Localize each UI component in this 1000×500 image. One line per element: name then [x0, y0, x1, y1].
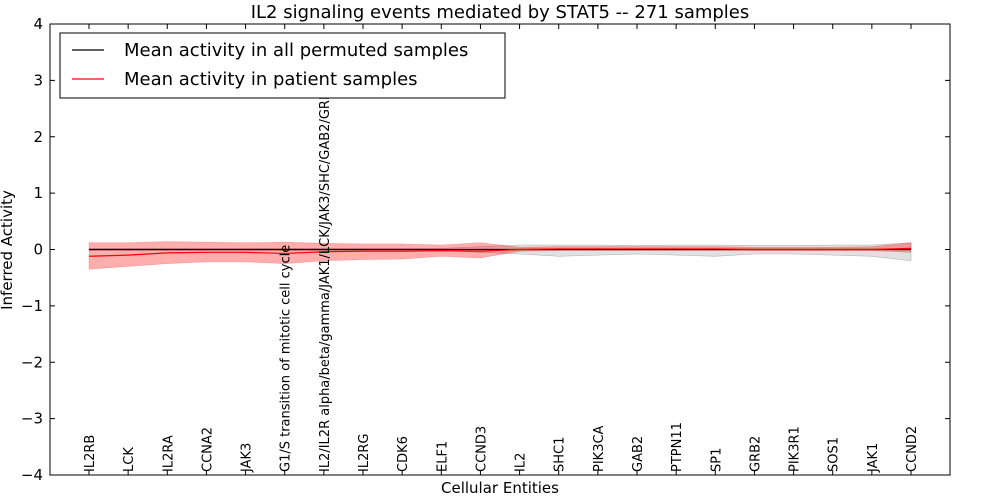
x-tick-label: LCK — [122, 447, 137, 472]
legend-label: Mean activity in patient samples — [124, 69, 418, 90]
x-tick-label: CCNA2 — [200, 427, 215, 472]
y-tick-label: 2 — [33, 128, 43, 146]
x-tick-label: CCND2 — [905, 426, 920, 472]
x-tick-label: JAK1 — [866, 443, 881, 473]
x-tick-label: ELF1 — [435, 441, 450, 472]
y-tick-label: 3 — [33, 71, 43, 89]
x-tick-label: JAK3 — [240, 443, 255, 473]
x-tick-label: SHC1 — [553, 437, 568, 472]
legend-label: Mean activity in all permuted samples — [124, 40, 468, 61]
legend: Mean activity in all permuted samples Mea… — [59, 32, 506, 99]
x-tick-label: GAB2 — [631, 436, 646, 472]
y-tick-label: 1 — [33, 184, 43, 202]
y-tick-label: 4 — [33, 15, 43, 33]
y-axis-label: Inferred Activity — [0, 190, 16, 310]
y-tick-label: 0 — [33, 241, 43, 259]
plot-layer — [88, 241, 912, 270]
y-tick-label: −3 — [21, 410, 43, 428]
x-tick-label: SP1 — [709, 448, 724, 472]
y-tick-label: −2 — [21, 353, 43, 371]
x-tick-label: IL2/IL2R alpha/beta/gamma/JAK1/LCK/JAK3/… — [318, 43, 333, 472]
x-tick-label: GRB2 — [748, 436, 763, 472]
x-tick-label: PIK3CA — [592, 425, 607, 472]
x-axis-label: Cellular Entities — [441, 479, 559, 497]
x-tick-label: SOS1 — [827, 437, 842, 472]
x-tick-label: G1/S transition of mitotic cell cycle — [279, 245, 294, 472]
chart-title: IL2 signaling events mediated by STAT5 -… — [251, 2, 750, 23]
x-tick-label: PTPN11 — [670, 422, 685, 472]
x-tick-label: IL2RB — [83, 435, 98, 472]
x-tick-label: IL2RA — [161, 435, 176, 472]
x-tick-label: PIK3R1 — [788, 426, 803, 472]
y-tick-label: −1 — [21, 297, 43, 315]
legend-box — [59, 32, 506, 99]
patient-mean-line — [88, 247, 912, 257]
y-tick-label: −4 — [21, 466, 43, 484]
permuted-band — [88, 242, 912, 262]
x-tick-label: CCND3 — [474, 426, 489, 472]
y-ticks: 4 3 2 1 0 −1 −2 −3 −4 — [21, 15, 950, 484]
x-tick-label: IL2RG — [357, 434, 372, 472]
x-ticks: IL2RB LCK IL2RA CCNA2 JAK3 G1/S transition of… — [83, 24, 920, 475]
x-tick-label: IL2 — [514, 453, 529, 472]
x-tick-label: CDK6 — [396, 436, 411, 472]
